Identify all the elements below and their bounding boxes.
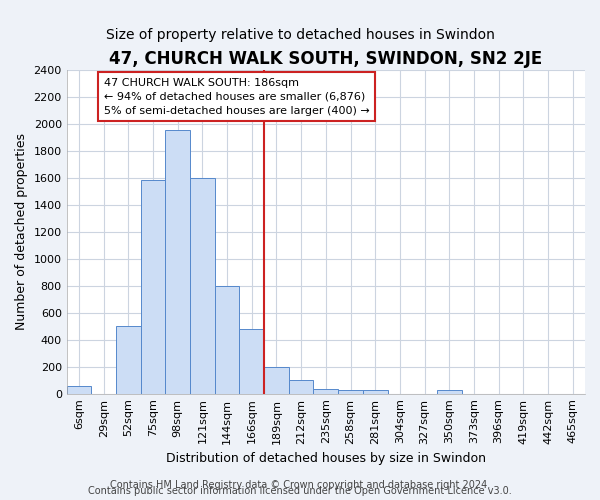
X-axis label: Distribution of detached houses by size in Swindon: Distribution of detached houses by size … [166, 452, 486, 465]
Y-axis label: Number of detached properties: Number of detached properties [15, 133, 28, 330]
Text: Contains HM Land Registry data © Crown copyright and database right 2024.: Contains HM Land Registry data © Crown c… [110, 480, 490, 490]
Bar [289, 380, 313, 394]
Text: 47 CHURCH WALK SOUTH: 186sqm
← 94% of detached houses are smaller (6,876)
5% of : 47 CHURCH WALK SOUTH: 186sqm ← 94% of de… [104, 78, 370, 116]
Bar [67, 386, 91, 394]
Bar [239, 329, 264, 394]
Bar [338, 390, 363, 394]
Bar [264, 366, 289, 394]
Bar [313, 389, 338, 394]
Title: 47, CHURCH WALK SOUTH, SWINDON, SN2 2JE: 47, CHURCH WALK SOUTH, SWINDON, SN2 2JE [109, 50, 542, 68]
Text: Size of property relative to detached houses in Swindon: Size of property relative to detached ho… [106, 28, 494, 42]
Bar [215, 286, 239, 394]
Bar [437, 390, 461, 394]
Bar [116, 326, 141, 394]
Bar [141, 180, 166, 394]
Text: Contains public sector information licensed under the Open Government Licence v3: Contains public sector information licen… [88, 486, 512, 496]
Bar [363, 390, 388, 394]
Bar [166, 130, 190, 394]
Bar [190, 178, 215, 394]
